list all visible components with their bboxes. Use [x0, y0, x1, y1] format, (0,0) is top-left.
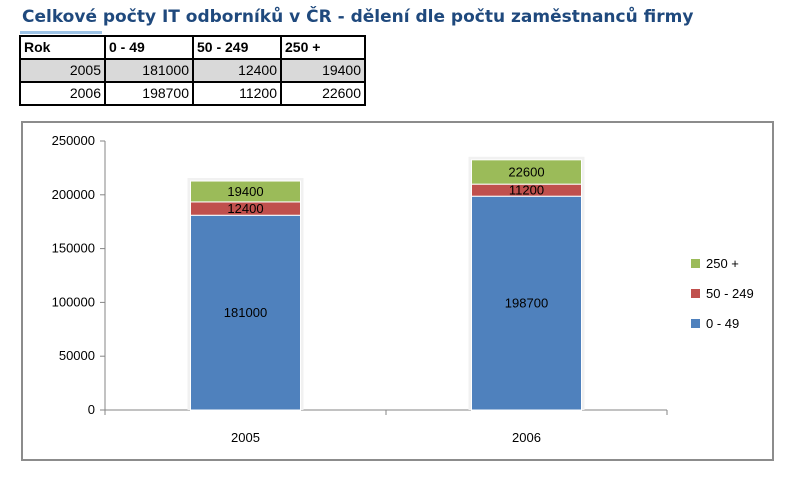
table-header-cell: 250 + [280, 35, 366, 60]
legend-label: 0 - 49 [706, 316, 739, 331]
table-cell: 2005 [19, 58, 106, 83]
legend-label: 250 + [706, 256, 739, 271]
table-cell: 2006 [19, 81, 106, 106]
table-header-cell: Rok [19, 35, 106, 60]
table-header-cell: 0 - 49 [104, 35, 194, 60]
table-header-row: Rok 0 - 49 50 - 249 250 + [19, 35, 366, 60]
y-tick-label: 150000 [52, 241, 95, 256]
legend-swatch [691, 259, 700, 268]
bar-segment [471, 159, 582, 185]
y-tick-label: 100000 [52, 294, 95, 309]
bar-segment [471, 195, 582, 411]
table-cell: 22600 [280, 81, 366, 106]
stacked-bar-chart: 0 50000 100000 150000 200000 250000 181000 1240… [52, 133, 754, 445]
table-cell: 198700 [104, 81, 194, 106]
bar-segment [190, 180, 301, 203]
data-label: 12400 [227, 201, 263, 216]
data-label: 181000 [224, 305, 267, 320]
title-underline [20, 31, 102, 34]
table-row: 2005 181000 12400 19400 [19, 58, 366, 83]
data-label: 22600 [508, 164, 544, 179]
chart-frame: 0 50000 100000 150000 200000 250000 181000 1240… [21, 121, 774, 461]
data-label: 11200 [509, 183, 544, 198]
x-tick-label: 2005 [231, 430, 260, 445]
table-cell: 11200 [192, 81, 282, 106]
table-row: 2006 198700 11200 22600 [19, 81, 366, 106]
table-cell: 181000 [104, 58, 194, 83]
legend-swatch [691, 289, 700, 298]
data-label: 19400 [227, 184, 263, 199]
x-tick-label: 2006 [512, 430, 541, 445]
bar-segment [190, 214, 301, 411]
data-table: Rok 0 - 49 50 - 249 250 + 2005 181000 12… [19, 35, 366, 106]
legend-label: 50 - 249 [706, 286, 754, 301]
table-cell: 19400 [280, 58, 366, 83]
table-header-cell: 50 - 249 [192, 35, 282, 60]
page-title: Celkové počty IT odborníků v ČR - dělení… [22, 7, 694, 27]
y-tick-label: 0 [88, 402, 95, 417]
y-tick-label: 250000 [52, 133, 95, 148]
y-tick-label: 50000 [59, 348, 95, 363]
data-label: 198700 [505, 296, 548, 311]
table-cell: 12400 [192, 58, 282, 83]
y-tick-label: 200000 [52, 187, 95, 202]
legend-swatch [691, 319, 700, 328]
